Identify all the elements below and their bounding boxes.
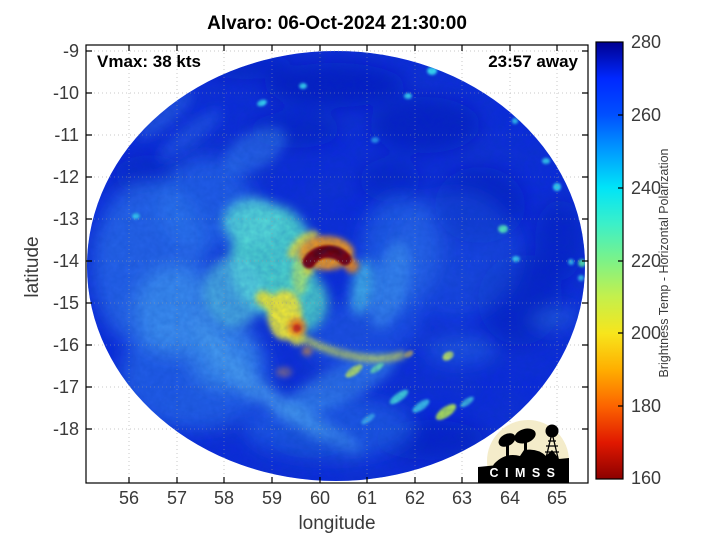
y-tick-label: -17 — [53, 377, 79, 397]
colorbar-tick-label: 280 — [631, 32, 661, 52]
y-tick-label: -13 — [53, 209, 79, 229]
colorbar-tick-label: 180 — [631, 396, 661, 416]
y-tick-label: -14 — [53, 251, 79, 271]
vmax-annotation: Vmax: 38 kts — [97, 52, 201, 71]
colorbar-tick-marks — [618, 114, 623, 407]
y-tick-label: -16 — [53, 335, 79, 355]
colorbar-tick-label: 220 — [631, 251, 661, 271]
y-tick-label: -10 — [53, 83, 79, 103]
colorbar-tick-label: 200 — [631, 323, 661, 343]
satellite-swath-image — [87, 51, 585, 481]
x-tick-label: 56 — [119, 488, 139, 508]
x-tick-label: 59 — [262, 488, 282, 508]
plot-title: Alvaro: 06-Oct-2024 21:30:00 — [207, 13, 467, 34]
y-tick-label: -18 — [53, 419, 79, 439]
logo-banner — [478, 458, 569, 483]
x-axis-label: longitude — [298, 513, 375, 534]
x-tick-label: 61 — [357, 488, 377, 508]
y-tick-label: -12 — [53, 167, 79, 187]
time-offset-annotation: 23:57 away — [488, 52, 578, 71]
y-tick-label: -15 — [53, 293, 79, 313]
water-tower-icon — [545, 424, 559, 438]
x-tick-label: 62 — [405, 488, 425, 508]
y-axis-tick-labels: -9 -10 -11 -12 -13 -14 -15 -16 -17 -18 — [53, 41, 79, 439]
colorbar-tick-label: 260 — [631, 105, 661, 125]
x-tick-label: 58 — [214, 488, 234, 508]
colorbar-tick-labels: 280 260 240 220 200 180 160 — [631, 32, 661, 488]
y-tick-label: -9 — [63, 41, 79, 61]
water-tower-lattice — [545, 436, 559, 459]
x-tick-label: 57 — [167, 488, 187, 508]
colorbar-axis-label: Brightness Temp - Horizontal Polarizatio… — [657, 148, 671, 377]
y-tick-label: -11 — [54, 125, 79, 145]
logo-banner-text: C I M S S — [490, 466, 557, 480]
y-axis-label: latitude — [22, 236, 43, 297]
colorbar-tick-label: 240 — [631, 178, 661, 198]
x-tick-label: 64 — [500, 488, 520, 508]
colorbar: 280 260 240 220 200 180 160 Brightness T… — [595, 32, 671, 488]
x-tick-label: 65 — [547, 488, 567, 508]
x-tick-label: 63 — [452, 488, 472, 508]
plot-border — [85, 44, 589, 484]
x-axis-tick-labels: 56 57 58 59 60 61 62 63 64 65 — [119, 488, 567, 508]
x-tick-label: 60 — [310, 488, 330, 508]
axis-tick-marks — [86, 45, 588, 483]
cimss-logo: C I M S S — [478, 420, 569, 483]
colorbar-tick-label: 160 — [631, 468, 661, 488]
